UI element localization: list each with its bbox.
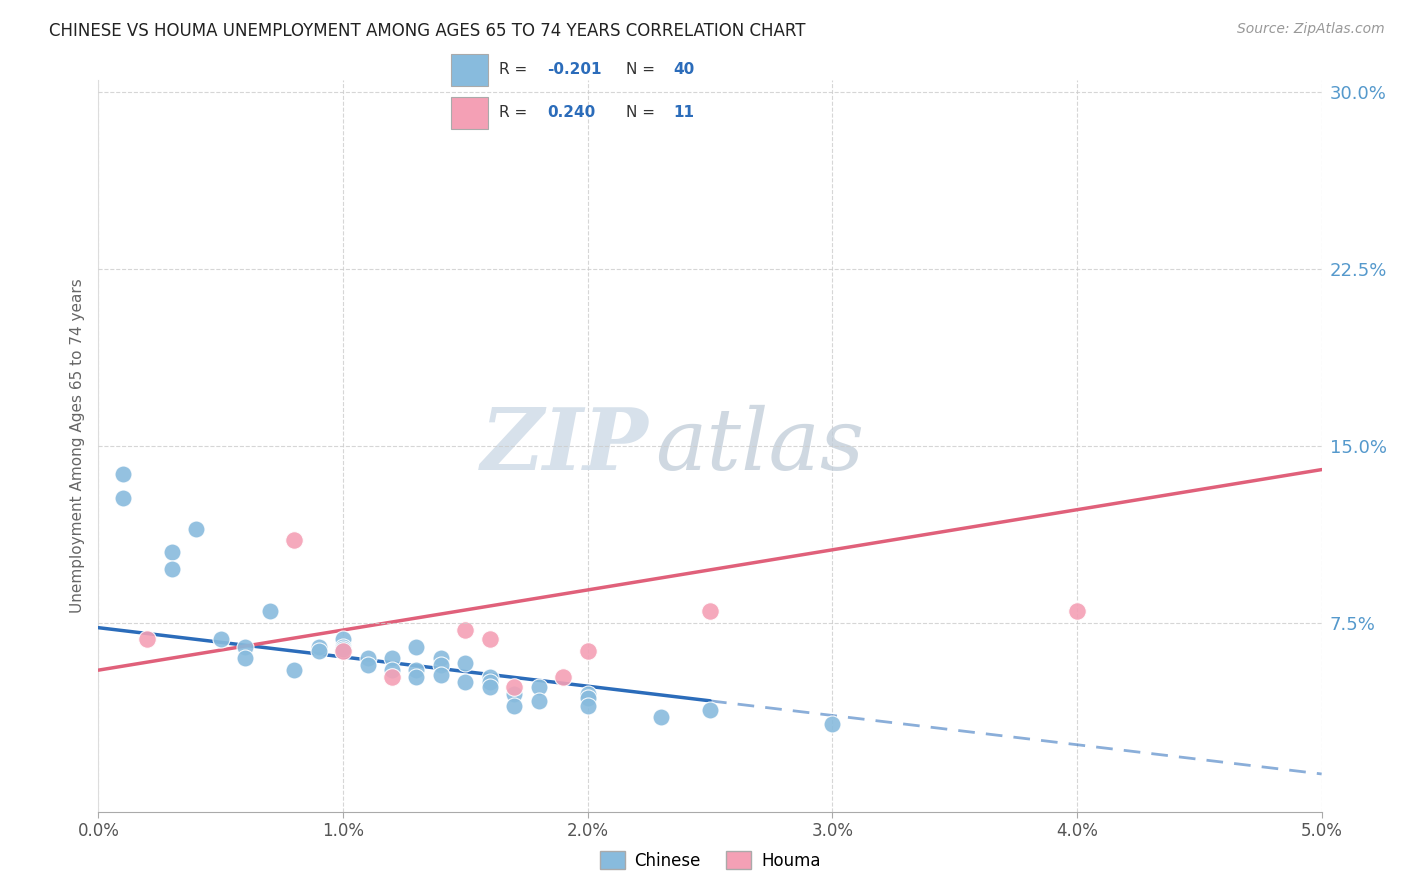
Point [111,467,134,482]
Text: ZIP: ZIP [481,404,650,488]
Y-axis label: Unemployment Among Ages 65 to 74 years: Unemployment Among Ages 65 to 74 years [69,278,84,614]
Point [699,703,721,717]
Point [111,491,134,505]
Point [332,640,354,654]
Point [478,680,501,694]
Point [478,632,501,647]
Point [527,694,550,708]
Text: atlas: atlas [655,405,865,487]
Point [430,658,453,673]
Point [503,698,526,713]
Point [136,632,159,647]
Point [356,658,378,673]
Point [186,522,208,536]
Point [1066,604,1088,618]
Point [454,675,477,690]
Point [430,651,453,665]
Text: R =: R = [499,105,533,120]
Text: CHINESE VS HOUMA UNEMPLOYMENT AMONG AGES 65 TO 74 YEARS CORRELATION CHART: CHINESE VS HOUMA UNEMPLOYMENT AMONG AGES… [49,22,806,40]
Point [381,651,404,665]
Point [405,663,427,677]
Text: N =: N = [626,62,659,78]
Point [381,670,404,684]
Point [503,680,526,694]
Text: N =: N = [626,105,659,120]
Point [160,562,183,576]
Point [283,663,305,677]
Point [308,644,330,658]
Point [381,663,404,677]
Text: 40: 40 [673,62,695,78]
Point [308,640,330,654]
Point [576,698,599,713]
Text: -0.201: -0.201 [547,62,602,78]
Point [405,670,427,684]
Point [454,656,477,670]
Text: 0.240: 0.240 [547,105,595,120]
Point [332,641,354,656]
Point [233,651,256,665]
Point [650,710,672,724]
Point [478,670,501,684]
Point [356,651,378,665]
Point [209,632,232,647]
Point [332,632,354,647]
Point [332,644,354,658]
Point [160,545,183,559]
Point [576,687,599,701]
Point [454,623,477,637]
Point [821,717,844,731]
Point [478,675,501,690]
Text: 11: 11 [673,105,695,120]
Point [405,640,427,654]
Point [576,644,599,658]
Bar [451,54,488,86]
Legend: Chinese, Houma: Chinese, Houma [593,845,827,877]
Point [259,604,281,618]
Point [553,670,575,684]
Point [527,680,550,694]
Point [283,533,305,548]
Point [233,640,256,654]
Point [699,604,721,618]
Point [503,687,526,701]
Point [576,691,599,706]
Text: R =: R = [499,62,533,78]
Bar [451,97,488,129]
Text: Source: ZipAtlas.com: Source: ZipAtlas.com [1237,22,1385,37]
Point [430,668,453,682]
